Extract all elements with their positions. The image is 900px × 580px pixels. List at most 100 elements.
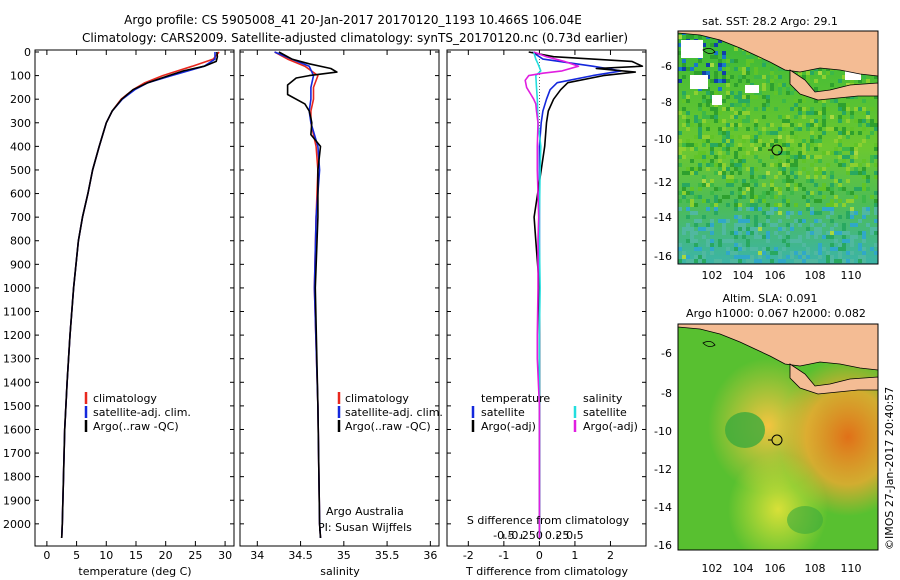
depth-tick-label: 1000 [3,282,31,295]
sst-pixel [746,135,750,139]
sst-pixel [762,83,766,87]
sla-map-frame [677,323,879,551]
sst-pixel [786,231,790,235]
sst-pixel [742,67,746,71]
sst-pixel [862,99,866,103]
sst-pixel [854,171,858,175]
sst-pixel [682,183,686,187]
sst-pixel [710,179,714,183]
sst-pixel [746,231,750,235]
sst-pixel [710,203,714,207]
sst-pixel [742,135,746,139]
sst-pixel [734,155,738,159]
sst-pixel [698,227,702,231]
sst-pixel [790,123,794,127]
sst-pixel [806,79,810,83]
sst-pixel [786,115,790,119]
sst-ytick: -8 [661,96,672,109]
sst-pixel [814,111,818,115]
sst-pixel [742,247,746,251]
sst-pixel [806,191,810,195]
sst-pixel [694,211,698,215]
sst-pixel [826,203,830,207]
sst-pixel [706,103,710,107]
sst-pixel [874,199,878,203]
sst-pixel [718,87,722,91]
sst-pixel [806,107,810,111]
sst-pixel [874,243,878,247]
sst-pixel [842,259,846,263]
sst-pixel [850,115,854,119]
sst-pixel [722,139,726,143]
sst-pixel [870,131,874,135]
sst-pixel [794,163,798,167]
sst-pixel [794,259,798,263]
sst-pixel [778,127,782,131]
x-tick-label: 5 [73,549,80,562]
sst-pixel [770,183,774,187]
sst-pixel [822,99,826,103]
sst-pixel [778,115,782,119]
difference-top-axis: -0.5-0.25 0 0.250.5 [493,529,584,542]
sst-pixel [810,207,814,211]
sst-pixel [714,163,718,167]
sst-pixel [750,55,754,59]
sst-pixel [838,103,842,107]
sst-pixel [874,219,878,223]
sst-pixel [862,139,866,143]
sst-pixel [866,123,870,127]
x-tick-label: -2 [463,549,474,562]
sst-pixel [778,255,782,259]
sst-pixel [774,247,778,251]
sst-pixel [854,155,858,159]
sst-pixel [814,87,818,91]
sst-pixel [870,227,874,231]
sst-pixel [698,255,702,259]
sst-pixel [762,191,766,195]
sst-pixel [778,171,782,175]
sst-pixel [730,107,734,111]
sst-pixel [854,235,858,239]
sst-pixel [742,155,746,159]
series-line-climatology [274,51,322,539]
sst-pixel [822,207,826,211]
sst-pixel [814,167,818,171]
sst-pixel [706,155,710,159]
sst-pixel [730,183,734,187]
sst-pixel [798,155,802,159]
sst-pixel [738,167,742,171]
sst-pixel [690,167,694,171]
sst-pixel [710,227,714,231]
difference-panel-frame [446,49,647,547]
sst-pixel [810,71,814,75]
sst-pixel [790,139,794,143]
sst-pixel [806,255,810,259]
sst-pixel [738,75,742,79]
sst-pixel [758,159,762,163]
sst-pixel [866,111,870,115]
sst-pixel [810,179,814,183]
sst-pixel [770,251,774,255]
sst-pixel [774,207,778,211]
sst-pixel [758,235,762,239]
sst-pixel [802,259,806,263]
sst-pixel [842,115,846,119]
sst-pixel [738,215,742,219]
sst-pixel [786,223,790,227]
sst-pixel [722,63,726,67]
sst-pixel [742,139,746,143]
sst-pixel [782,195,786,199]
sst-pixel [810,111,814,115]
sst-pixel [726,195,730,199]
difference-legend: temperature satellite Argo(-adj) salinit… [471,392,638,433]
sst-pixel [690,203,694,207]
sst-pixel [722,135,726,139]
depth-tick-label: 200 [10,93,31,106]
sst-pixel [686,119,690,123]
sst-pixel [694,195,698,199]
sst-pixel [694,255,698,259]
sst-pixel [770,211,774,215]
sst-pixel [734,103,738,107]
sla-ytick: -16 [654,539,672,552]
sst-pixel [738,143,742,147]
